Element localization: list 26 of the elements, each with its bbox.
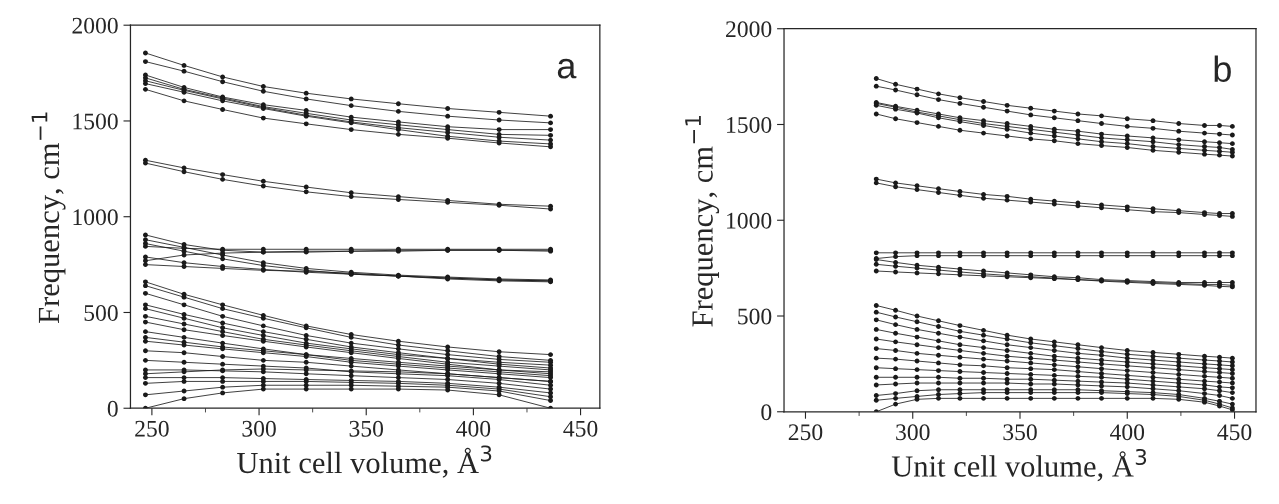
x-tick-label: 300 <box>896 424 930 441</box>
y-tick-label: 1500 <box>727 116 772 133</box>
y-tick-label: 1000 <box>73 209 118 226</box>
x-tick-label: 450 <box>1217 424 1252 441</box>
y-tick-label: 500 <box>84 304 118 321</box>
x-tick-label: 300 <box>242 420 276 437</box>
y-tick-label: 500 <box>738 308 772 325</box>
x-tick-label: 250 <box>788 424 823 441</box>
y-tick-label: 0 <box>761 404 772 421</box>
y-axis-title: Frequency, cm$^{−1}$ <box>685 116 720 327</box>
y-tick-label: 1500 <box>73 113 118 130</box>
y-tick-label: 1000 <box>727 212 772 229</box>
y-tick-label: 0 <box>107 400 118 417</box>
y-tick-label: 2000 <box>72 17 118 34</box>
y-tick-label: 2000 <box>726 21 772 38</box>
x-tick-label: 400 <box>1110 424 1145 441</box>
x-tick-label: 350 <box>1003 424 1037 441</box>
x-tick-label: 400 <box>456 420 491 437</box>
x-tick-label: 450 <box>563 420 598 437</box>
x-tick-label: 350 <box>349 420 384 437</box>
x-axis-title: Unit cell volume, Å$^{3}$ <box>237 445 492 478</box>
x-tick-label: 250 <box>135 420 169 437</box>
annotation: b <box>1214 55 1231 83</box>
annotation: a <box>557 58 577 79</box>
y-axis-title: Frequency, cm$^{−1}$ <box>31 112 66 324</box>
x-axis-title: Unit cell volume, Å$^{3}$ <box>891 448 1147 482</box>
